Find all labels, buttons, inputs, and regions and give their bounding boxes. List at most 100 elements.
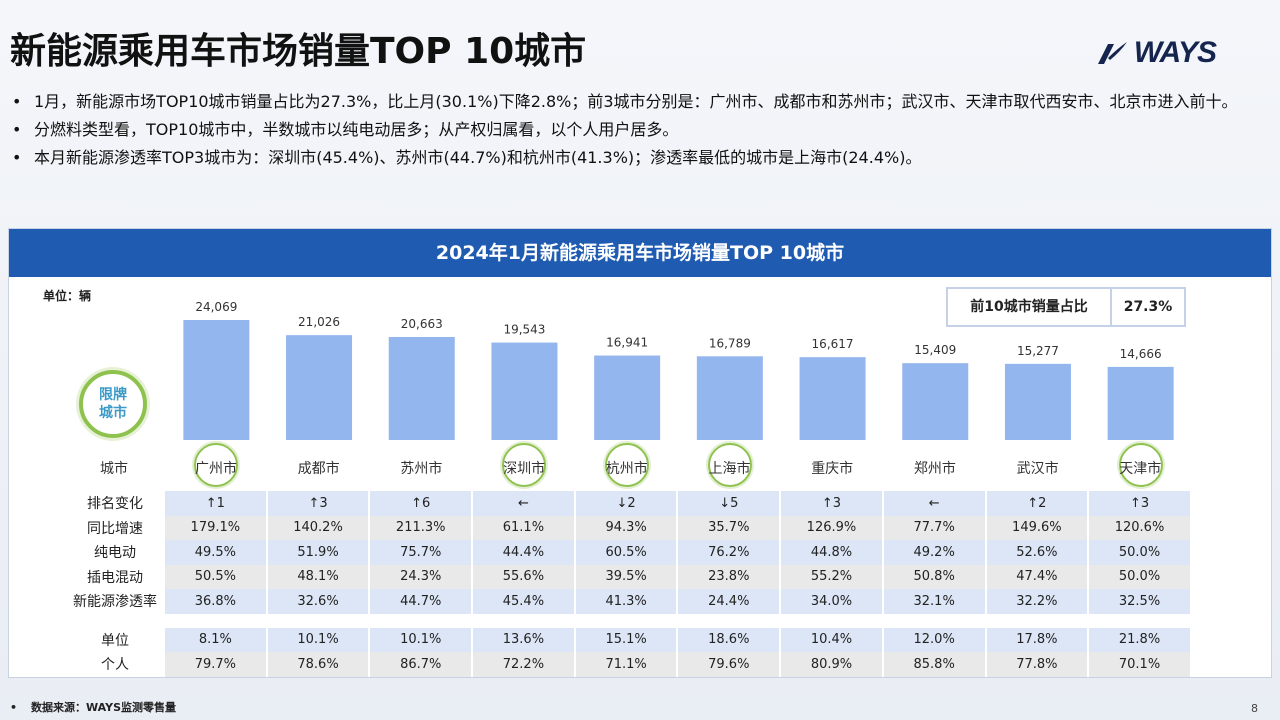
table-cell: 32.6% — [267, 589, 371, 614]
table-row: 单位 8.1% 10.1% 10.1% 13.6% 15.1% 18.6% 10.4% 12.0… — [65, 627, 1192, 652]
table-cell: 75.7% — [370, 540, 474, 565]
bar-value-label: 19,543 — [503, 323, 545, 337]
table-cell: 50.5% — [165, 564, 268, 589]
table-row: 纯电动 49.5% 51.9% 75.7% 44.4% 60.5% 76.2% 44.8% 49… — [65, 540, 1192, 565]
bar-重庆市 — [799, 357, 866, 440]
city-name: 重庆市 — [811, 461, 854, 477]
table-cell: 35.7% — [678, 515, 782, 540]
bar-深圳市 — [491, 342, 558, 440]
table-cell: 39.5% — [575, 564, 679, 589]
table-cell: 78.6% — [267, 652, 371, 677]
limit-city-badge: 限牌城市 — [79, 370, 147, 438]
bar-value-label: 15,277 — [1017, 344, 1059, 358]
table-cell: 52.6% — [986, 540, 1090, 565]
bar-广州市 — [183, 320, 250, 440]
table-cell: ↑3 — [267, 491, 371, 516]
city-name: 深圳市 — [503, 461, 546, 477]
table-cell: 126.9% — [781, 515, 884, 540]
row-label: 个人 — [101, 657, 129, 674]
table-cell: 50.8% — [883, 564, 987, 589]
limit-city-ring — [1118, 443, 1163, 487]
bar-成都市 — [286, 335, 353, 440]
share-value: 27.3% — [1123, 299, 1173, 315]
table-cell: 47.4% — [986, 564, 1090, 589]
panel-header: 2024年1月新能源乘用车市场销量TOP 10城市 — [9, 229, 1271, 277]
logo-text: WAYS — [1133, 36, 1217, 69]
table-cell: 10.4% — [781, 627, 884, 652]
bar-武汉市 — [1004, 363, 1071, 440]
page-title: 新能源乘用车市场销量TOP 10城市 — [10, 31, 587, 72]
page-number: 8 — [1251, 702, 1258, 715]
row-label: 排名变化 — [87, 496, 143, 513]
table-cell: 8.1% — [165, 627, 268, 652]
bullet-item: 本月新能源渗透率TOP3城市为：深圳市(45.4%)、苏州市(44.7%)和杭州… — [12, 148, 1262, 167]
bar-value-label: 14,666 — [1120, 347, 1162, 361]
table-cell: 50.0% — [1089, 540, 1192, 565]
table-cell: ↑2 — [986, 491, 1090, 516]
bar-value-label: 16,789 — [709, 336, 751, 350]
city-name: 天津市 — [1119, 461, 1162, 477]
ways-logo: WAYS — [1094, 36, 1217, 70]
city-row-header: 城市 — [100, 461, 128, 477]
city-name: 苏州市 — [400, 461, 443, 477]
table-cell: 70.1% — [1089, 652, 1192, 677]
table-row: 插电混动 50.5% 48.1% 24.3% 55.6% 39.5% 23.8% 55.2% 5… — [65, 564, 1192, 589]
table-cell: 140.2% — [267, 515, 371, 540]
limit-city-ring — [502, 443, 547, 487]
table-cell: 45.4% — [473, 589, 576, 614]
bar-苏州市 — [388, 336, 455, 440]
table-cell: 24.4% — [678, 589, 782, 614]
table-cell: ← — [883, 491, 987, 516]
bar-天津市 — [1107, 366, 1174, 440]
table-cell: 79.7% — [165, 652, 268, 677]
table-cell: 18.6% — [678, 627, 782, 652]
table-cell: 211.3% — [370, 515, 474, 540]
table-cell: 32.2% — [986, 589, 1090, 614]
bar-value-label: 24,069 — [195, 300, 237, 314]
footer-source: • 数据来源：WAYS监测零售量 — [10, 701, 177, 714]
table-cell: 44.7% — [370, 589, 474, 614]
table-cell: 13.6% — [473, 627, 576, 652]
city-name: 郑州市 — [913, 461, 956, 477]
summary-bullets: 1月，新能源市场TOP10城市销量占比为27.3%，比上月(30.1%)下降2.… — [12, 92, 1262, 176]
table-cell: 179.1% — [165, 515, 268, 540]
share-label: 前10城市销量占比 — [948, 289, 1112, 325]
row-label: 同比增速 — [87, 520, 143, 537]
ways-logo-icon — [1097, 42, 1127, 64]
city-name: 成都市 — [297, 461, 340, 477]
table-cell: ↑3 — [781, 491, 884, 516]
table-cell: 77.8% — [986, 652, 1090, 677]
bar-郑州市 — [902, 363, 969, 440]
table-row: 个人 79.7% 78.6% 86.7% 72.2% 71.1% 79.6% 80.9% 85.… — [65, 652, 1192, 677]
table-cell: 79.6% — [678, 652, 782, 677]
table-cell: 51.9% — [267, 540, 371, 565]
table-cell: 85.8% — [883, 652, 987, 677]
table-cell: 10.1% — [370, 627, 474, 652]
table-row: 排名变化 ↑1 ↑3 ↑6 ← ↓2 ↓5 ↑3 ← ↑2 ↑3 — [65, 491, 1192, 516]
source-text: 数据来源：WAYS监测零售量 — [31, 701, 177, 714]
table-cell: ↓2 — [575, 491, 679, 516]
table-cell: 80.9% — [781, 652, 884, 677]
bar-value-label: 16,617 — [812, 337, 854, 351]
bar-chart: 24,069 21,026 20,663 19,543 16,941 16,789 16,6… — [183, 300, 1174, 440]
table-row: 同比增速 179.1% 140.2% 211.3% 61.1% 94.3% 35.7% 126… — [65, 515, 1192, 540]
table-cell: 149.6% — [986, 515, 1090, 540]
table-cell: 24.3% — [370, 564, 474, 589]
table-cell: 21.8% — [1089, 627, 1192, 652]
table-cell: ↑6 — [370, 491, 474, 516]
table-cell: 61.1% — [473, 515, 576, 540]
bullet-item: 分燃料类型看，TOP10城市中，半数城市以纯电动居多；从产权归属看，以个人用户居… — [12, 120, 1262, 139]
bar-value-label: 20,663 — [401, 317, 443, 331]
table-cell: 44.8% — [781, 540, 884, 565]
table-cell: 48.1% — [267, 564, 371, 589]
table-cell: 32.1% — [883, 589, 987, 614]
table-cell: ↑3 — [1089, 491, 1192, 516]
row-label: 单位 — [101, 632, 129, 649]
table-cell: ↓5 — [678, 491, 782, 516]
table-cell: 36.8% — [165, 589, 268, 614]
table-cell: ← — [473, 491, 576, 516]
row-label: 新能源渗透率 — [73, 594, 157, 611]
share-box: 前10城市销量占比 27.3% — [946, 287, 1186, 327]
table-row: 新能源渗透率 36.8% 32.6% 44.7% 45.4% 41.3% 24.4% 34.0… — [65, 589, 1192, 614]
chart-panel: 2024年1月新能源乘用车市场销量TOP 10城市 单位：辆 前10城市销量占比… — [8, 228, 1272, 678]
